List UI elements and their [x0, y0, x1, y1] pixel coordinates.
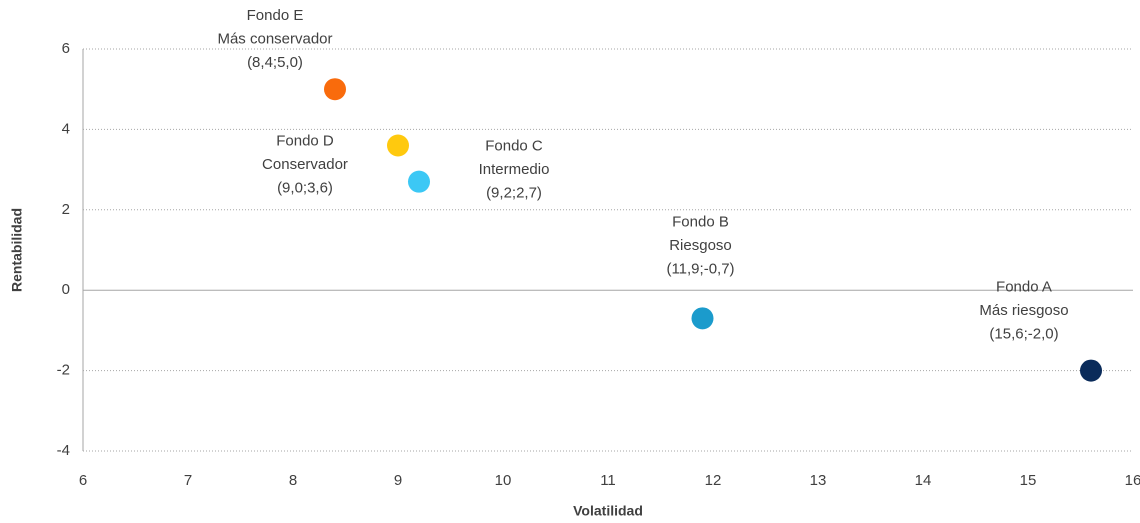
x-tick-label: 12: [705, 472, 722, 489]
point: [1080, 359, 1102, 382]
point-name: Fondo D: [276, 132, 334, 149]
y-axis-title: Rentabilidad: [9, 208, 25, 292]
x-tick-label: 8: [289, 472, 297, 489]
y-tick-label: -2: [57, 362, 70, 379]
x-tick-label: 14: [915, 472, 932, 489]
point-label: (9,0;3,6): [277, 179, 333, 196]
x-tick-label: 13: [810, 472, 827, 489]
x-tick-label: 7: [184, 472, 192, 489]
point-label: (11,9;-0,7): [666, 260, 734, 277]
point-description: Más riesgoso: [979, 302, 1068, 319]
point: [691, 307, 714, 330]
point-label: (9,2;2,7): [486, 185, 542, 202]
point-name: Fondo B: [672, 213, 729, 230]
point-label: (8,4;5,0): [247, 54, 303, 71]
point-name: Fondo C: [485, 138, 543, 155]
point-description: Más conservador: [217, 31, 332, 48]
x-tick-label: 11: [600, 472, 616, 489]
x-tick-label: 9: [394, 472, 402, 489]
point-name: Fondo A: [996, 279, 1052, 296]
point-description: Intermedio: [479, 161, 550, 178]
point: [387, 134, 409, 157]
point: [408, 170, 430, 193]
y-tick-label: 2: [62, 201, 70, 218]
x-tick-label: 10: [495, 472, 512, 489]
x-axis-title: Volatilidad: [573, 503, 643, 519]
point-description: Conservador: [262, 156, 348, 173]
point: [324, 78, 346, 101]
x-tick-label: 15: [1020, 472, 1037, 489]
x-tick-label: 16: [1125, 472, 1140, 489]
x-tick-label: 6: [79, 472, 87, 489]
y-tick-label: 0: [62, 281, 70, 298]
point-name: Fondo E: [247, 7, 304, 24]
y-tick-label: -4: [57, 442, 70, 459]
point-label: (15,6;-2,0): [989, 326, 1058, 343]
point-description: Riesgoso: [669, 237, 732, 254]
y-tick-label: 6: [62, 40, 70, 57]
y-tick-label: 4: [62, 120, 70, 137]
